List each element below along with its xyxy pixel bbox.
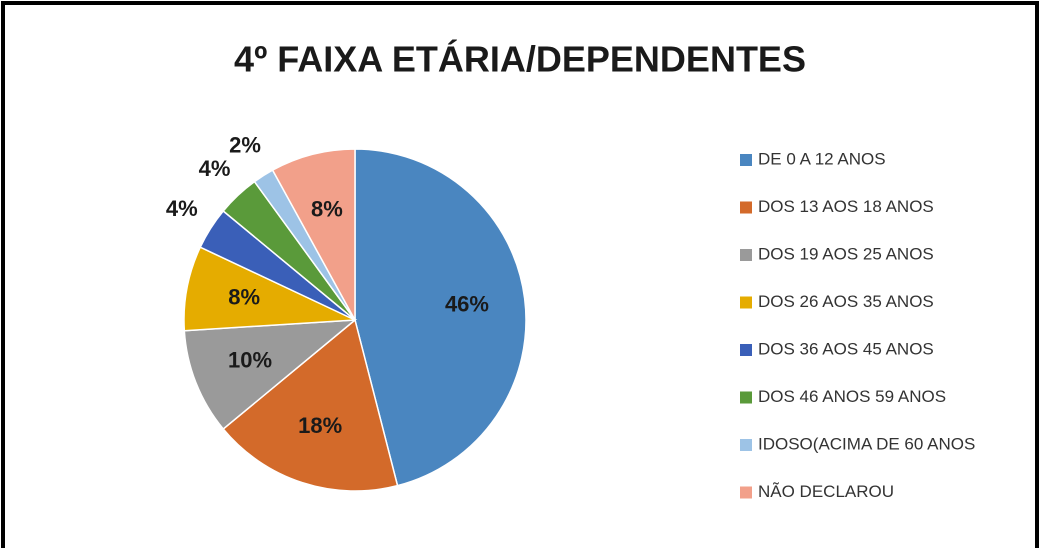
legend-label: IDOSO(ACIMA DE 60 ANOS xyxy=(758,434,975,453)
legend-swatch xyxy=(740,296,752,309)
data-label: 2% xyxy=(229,133,261,158)
pie-slice xyxy=(271,148,356,321)
data-label: 4% xyxy=(199,156,231,181)
data-label: 4% xyxy=(166,196,198,221)
legend-swatch xyxy=(740,344,752,356)
legend-label: DOS 46 ANOS 59 ANOS xyxy=(758,387,946,406)
legend-swatch xyxy=(740,486,752,499)
legend-label: DOS 19 AOS 25 ANOS xyxy=(758,244,934,263)
legend-swatch xyxy=(740,154,752,166)
pie-slice xyxy=(222,318,399,492)
legend-swatch xyxy=(740,249,752,261)
legend-label: DOS 26 AOS 35 ANOS xyxy=(758,292,934,311)
chart-title: 4º FAIXA ETÁRIA/DEPENDENTES xyxy=(234,39,806,80)
legend-swatch xyxy=(740,201,752,214)
data-label: 10% xyxy=(228,347,272,372)
data-label: 18% xyxy=(298,413,342,438)
legend-swatch xyxy=(740,391,752,404)
legend-label: DOS 36 AOS 45 ANOS xyxy=(758,339,934,358)
legend-label: DE 0 A 12 ANOS xyxy=(758,149,886,168)
pie-slice xyxy=(354,148,527,487)
legend-label: DOS 13 AOS 18 ANOS xyxy=(758,197,934,216)
legend-label: NÃO DECLAROU xyxy=(758,482,894,501)
legend-swatch xyxy=(740,439,752,451)
data-label: 8% xyxy=(228,285,260,310)
data-label: 8% xyxy=(311,196,343,221)
data-label: 46% xyxy=(445,292,489,317)
pie-slice xyxy=(183,319,358,431)
